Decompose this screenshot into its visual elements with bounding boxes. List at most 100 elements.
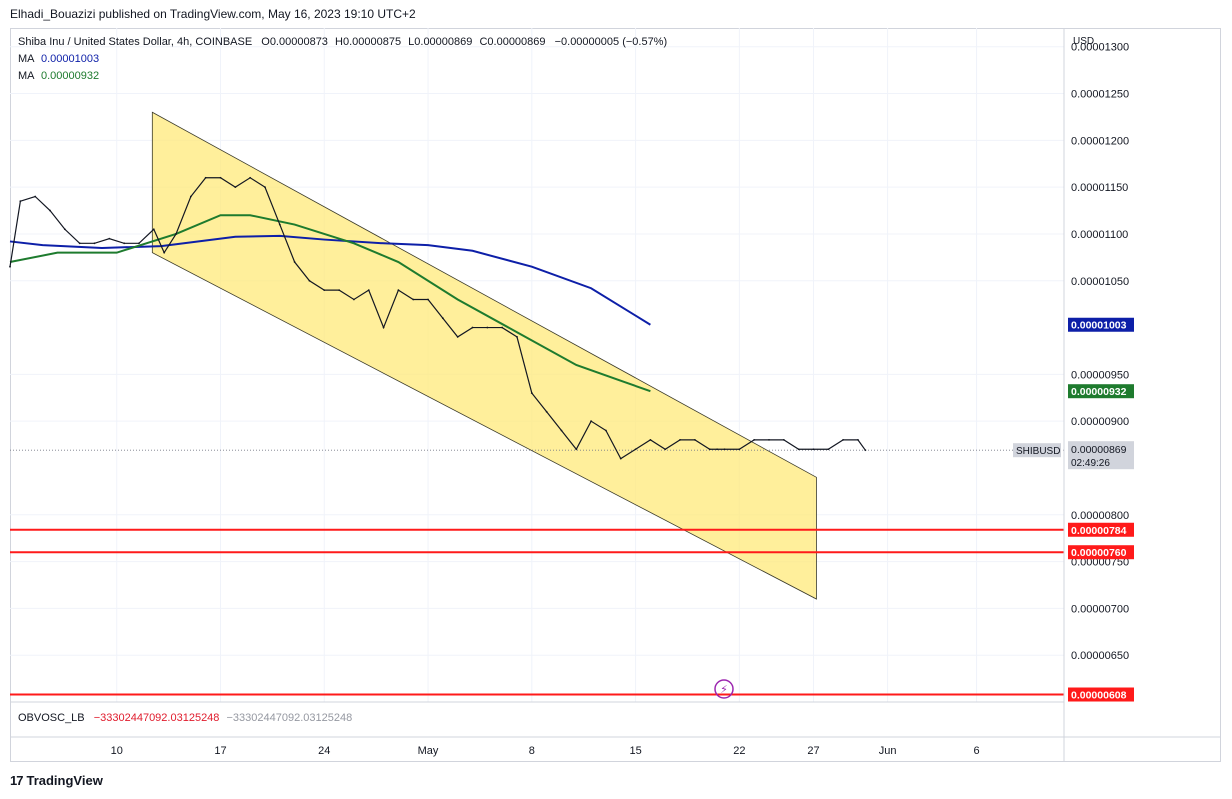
price-point: [78, 242, 81, 245]
indicator-legend[interactable]: OBVOSC_LB −33302447092.03125248 −3330244…: [18, 711, 352, 725]
price-point: [219, 176, 222, 179]
ma1-label: MA: [18, 53, 34, 65]
level-badge: [1068, 522, 1134, 537]
price-point: [189, 195, 192, 198]
price-point: [152, 228, 155, 231]
ma-line-2: [9, 214, 651, 393]
price-point: [768, 438, 770, 441]
price-point: [138, 242, 140, 245]
price-point: [427, 298, 429, 301]
open-value: 0.00000873: [269, 36, 328, 48]
ma2-badge: [1068, 384, 1134, 399]
price-point: [63, 228, 66, 231]
price-point: [163, 251, 166, 254]
price-point: [456, 336, 459, 338]
price-point: [123, 242, 126, 245]
level-badge-text: 0.00000760: [1071, 547, 1127, 559]
ma1-value: 0.00001003: [40, 53, 100, 65]
y-tick-label: 0.00000950: [1071, 369, 1129, 381]
high-label: H: [335, 36, 343, 48]
price-point: [605, 429, 607, 432]
price-point: [34, 195, 37, 198]
ma1-badge-text: 0.00001003: [1071, 320, 1127, 332]
price-point: [323, 289, 326, 292]
indicator-name: OBVOSC_LB: [18, 712, 85, 724]
x-tick-label: 27: [807, 745, 819, 757]
price-point: [471, 326, 474, 329]
price-point: [108, 237, 111, 240]
price-point: [864, 449, 867, 452]
x-tick-label: Jun: [879, 745, 897, 757]
price-point: [738, 448, 741, 451]
publisher-line: Elhadi_Bouazizi published on TradingView…: [10, 7, 416, 21]
price-point: [812, 448, 815, 451]
x-tick-label: 10: [111, 745, 123, 757]
tradingview-icon: 17: [10, 773, 24, 788]
ma-line-1: [9, 234, 651, 326]
price-point: [530, 392, 533, 394]
price-point: [545, 410, 548, 413]
price-point: [382, 326, 385, 329]
ma1-legend[interactable]: MA 0.00001003: [18, 52, 99, 66]
price-point: [708, 448, 711, 451]
price-point: [264, 186, 266, 189]
symbol-title[interactable]: Shiba Inu / United States Dollar, 4h, CO…: [18, 36, 253, 48]
price-point: [175, 233, 177, 235]
ma2-badge-text: 0.00000932: [1071, 386, 1127, 398]
y-tick-label: 0.00000750: [1071, 557, 1129, 569]
price-point: [634, 448, 637, 451]
y-tick-label: 0.00001100: [1071, 229, 1128, 241]
price-point: [797, 448, 800, 451]
price-point: [842, 438, 845, 441]
price-point: [649, 438, 652, 441]
y-tick-label: 0.00001250: [1071, 89, 1129, 101]
y-tick-label: 0.00001300: [1071, 42, 1129, 54]
parallel-channel: [151, 111, 817, 600]
indicator-value-2: −33302447092.03125248: [226, 712, 353, 724]
low-value: 0.00000869: [414, 36, 473, 48]
price-point: [575, 448, 578, 451]
x-tick-label: 15: [629, 745, 641, 757]
y-tick-label: 0.00000800: [1071, 510, 1129, 522]
price-point: [49, 209, 51, 212]
price-point: [753, 438, 756, 441]
ma2-label: MA: [18, 70, 34, 82]
x-tick-label: 24: [318, 745, 330, 757]
lightning-glyph: ⚡: [720, 683, 728, 696]
chart-frame: [10, 28, 1221, 762]
ma2-value: 0.00000932: [40, 70, 100, 82]
price-point: [782, 438, 785, 441]
price-point: [367, 289, 370, 292]
y-tick-label: 0.00001150: [1071, 182, 1128, 194]
ma2-legend[interactable]: MA 0.00000932: [18, 69, 99, 83]
price-point: [19, 200, 22, 203]
price-point: [293, 261, 296, 263]
price-point: [501, 326, 504, 329]
symbol-legend: Shiba Inu / United States Dollar, 4h, CO…: [18, 35, 667, 49]
price-point: [560, 429, 563, 432]
symbol-tag-badge: [1013, 443, 1061, 458]
level-badge-text: 0.00000784: [1071, 525, 1127, 537]
close-label: C: [479, 36, 488, 48]
price-point: [278, 223, 281, 226]
price-point: [93, 242, 96, 245]
tradingview-logo[interactable]: 17 TradingView: [10, 773, 103, 788]
price-point: [353, 298, 355, 301]
level-badge-text: 0.00000608: [1071, 690, 1127, 702]
price-point: [590, 420, 593, 423]
x-tick-label: May: [418, 745, 439, 757]
last-price-badge: [1068, 441, 1134, 470]
level-badge: [1068, 545, 1134, 560]
price-point: [516, 336, 518, 338]
x-tick-label: 6: [973, 745, 979, 757]
lightning-icon: [714, 679, 734, 699]
symbol-tag-text: SHIBUSD: [1016, 446, 1060, 457]
last-price-text: 0.00000869: [1071, 444, 1127, 456]
price-point: [679, 438, 681, 441]
price-point: [664, 448, 667, 451]
price-point: [338, 289, 340, 292]
price-point: [857, 438, 859, 441]
tradingview-brand: TradingView: [26, 773, 103, 788]
low-label: L: [408, 36, 415, 48]
